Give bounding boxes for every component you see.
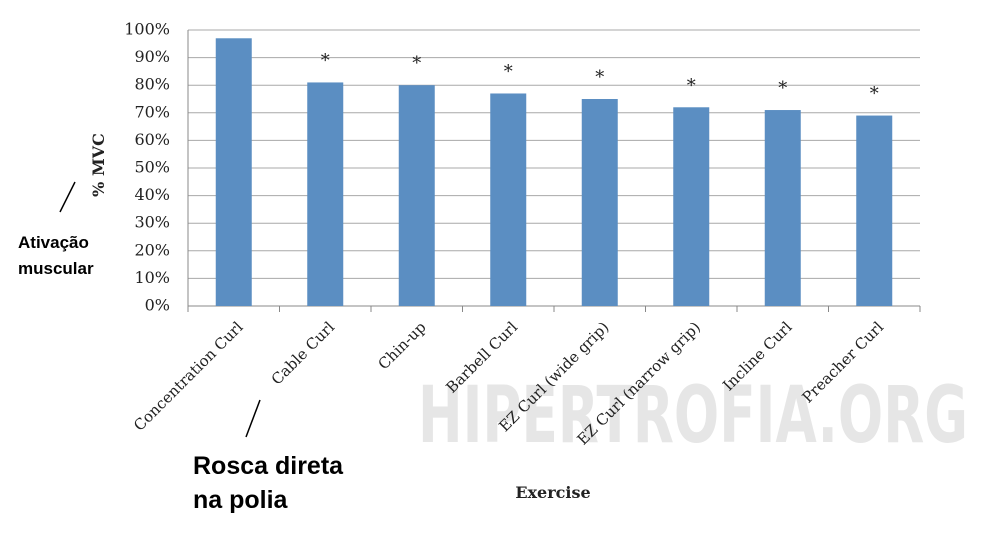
significance-mark: * — [595, 67, 604, 88]
bar — [673, 107, 710, 306]
bar — [764, 110, 801, 306]
significance-mark: * — [412, 53, 421, 74]
bar — [856, 115, 893, 306]
y-tick-label: 80% — [134, 75, 170, 94]
significance-mark: * — [778, 78, 787, 99]
x-tick-label: Cable Curl — [268, 318, 339, 389]
significance-mark: * — [504, 61, 513, 82]
watermark: HIPERTROFIA.ORG — [418, 371, 968, 461]
y-tick-label: 90% — [134, 47, 170, 66]
significance-mark: * — [321, 50, 330, 71]
x-tick-label: Chin-up — [374, 318, 429, 373]
significance-mark: * — [870, 84, 879, 105]
bar — [490, 93, 527, 306]
y-tick-label: 40% — [134, 185, 170, 204]
y-axis-label: % MVC — [89, 133, 108, 197]
callout-line — [245, 399, 261, 438]
callout-text: Rosca direta — [193, 452, 344, 480]
bar — [398, 85, 435, 306]
x-tick-label: Concentration Curl — [130, 318, 247, 435]
y-tick-label: 10% — [134, 268, 170, 287]
callout-line — [59, 181, 76, 213]
callout-text: na polia — [193, 486, 289, 514]
y-tick-label: 0% — [145, 296, 170, 315]
bar — [581, 99, 618, 306]
x-axis-label: Exercise — [515, 483, 590, 502]
y-tick-label: 60% — [134, 130, 170, 149]
significance-mark: * — [687, 75, 696, 96]
callout-text: muscular — [18, 259, 94, 278]
callout-text: Ativação — [18, 233, 89, 252]
y-tick-label: 70% — [134, 102, 170, 121]
y-tick-label: 50% — [134, 158, 170, 177]
bar — [307, 82, 344, 306]
bar — [215, 38, 252, 306]
y-tick-label: 20% — [134, 240, 170, 259]
y-tick-label: 100% — [124, 20, 170, 39]
y-tick-label: 30% — [134, 213, 170, 232]
